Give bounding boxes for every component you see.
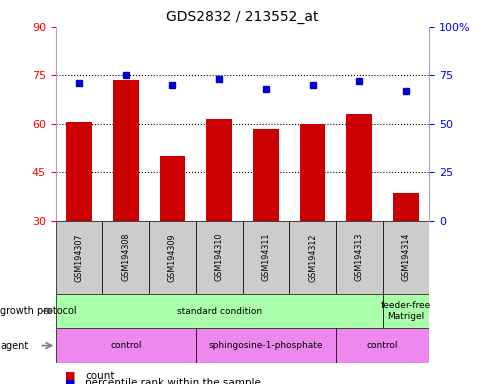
- Bar: [299, 124, 325, 221]
- Bar: [102, 221, 149, 294]
- Bar: [253, 129, 278, 221]
- Text: standard condition: standard condition: [176, 306, 261, 316]
- Bar: [382, 221, 428, 294]
- Text: feeder-free
Matrigel: feeder-free Matrigel: [380, 301, 430, 321]
- Text: sphingosine-1-phosphate: sphingosine-1-phosphate: [208, 341, 322, 350]
- Bar: [56, 221, 102, 294]
- Text: agent: agent: [0, 341, 29, 351]
- Text: GSM194313: GSM194313: [354, 233, 363, 281]
- Bar: [56, 328, 196, 363]
- Bar: [288, 221, 335, 294]
- Text: ■: ■: [65, 378, 76, 384]
- Bar: [113, 80, 138, 221]
- Text: count: count: [85, 371, 114, 381]
- Text: percentile rank within the sample: percentile rank within the sample: [85, 378, 260, 384]
- Bar: [206, 119, 231, 221]
- Bar: [149, 221, 196, 294]
- Text: GSM194307: GSM194307: [75, 233, 83, 281]
- Text: growth protocol: growth protocol: [0, 306, 77, 316]
- Bar: [242, 221, 288, 294]
- Text: GSM194314: GSM194314: [401, 233, 409, 281]
- Bar: [382, 294, 428, 328]
- Title: GDS2832 / 213552_at: GDS2832 / 213552_at: [166, 10, 318, 25]
- Bar: [56, 294, 382, 328]
- Text: GSM194312: GSM194312: [307, 233, 317, 281]
- Text: GSM194310: GSM194310: [214, 233, 223, 281]
- Bar: [66, 122, 92, 221]
- Bar: [196, 328, 335, 363]
- Bar: [346, 114, 371, 221]
- Bar: [335, 221, 382, 294]
- Text: GSM194311: GSM194311: [261, 233, 270, 281]
- Text: GSM194309: GSM194309: [167, 233, 177, 281]
- Bar: [335, 328, 428, 363]
- Bar: [196, 221, 242, 294]
- Text: ■: ■: [65, 371, 76, 381]
- Text: control: control: [366, 341, 397, 350]
- Text: control: control: [110, 341, 141, 350]
- Text: GSM194308: GSM194308: [121, 233, 130, 281]
- Bar: [392, 193, 418, 221]
- Bar: [159, 156, 185, 221]
